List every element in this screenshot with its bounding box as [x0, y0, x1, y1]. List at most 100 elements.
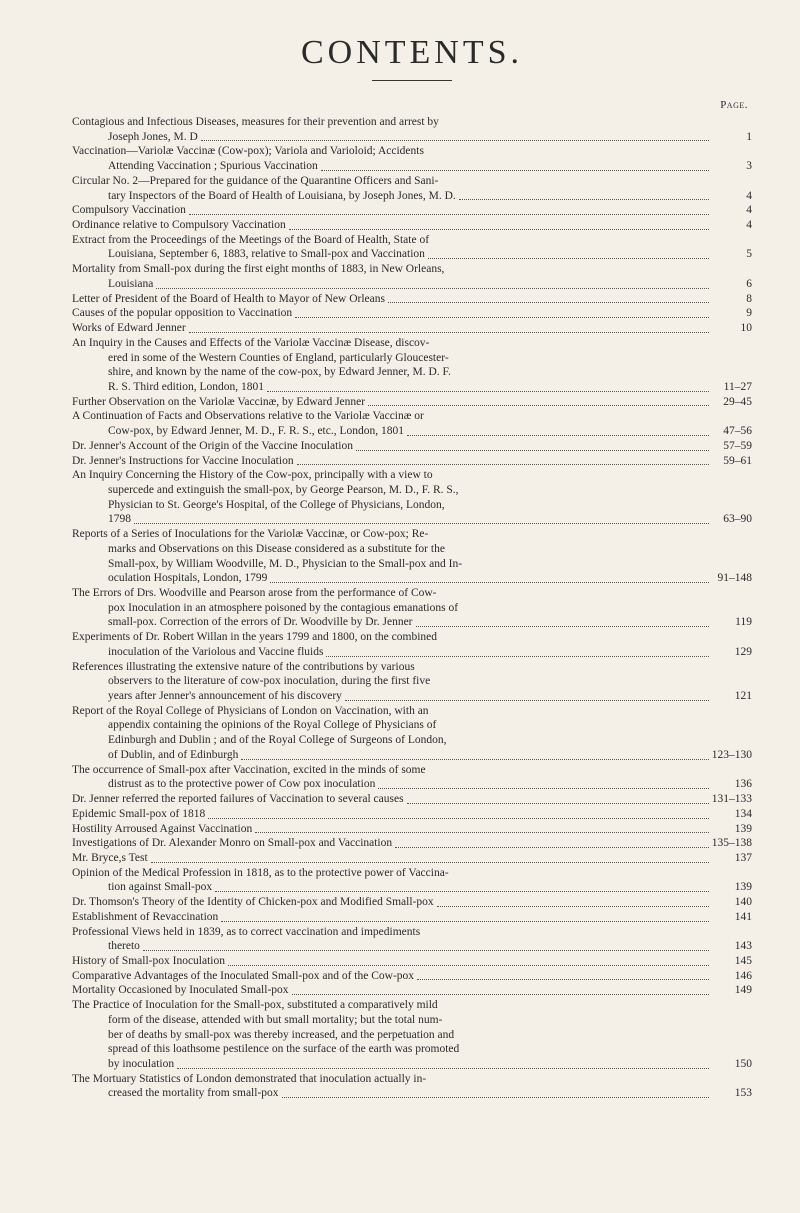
toc-entry-text: An Inquiry in the Causes and Effects of … [72, 336, 429, 351]
toc-entry-line: An Inquiry in the Causes and Effects of … [72, 336, 752, 351]
toc-entry-line: Vaccination—Variolæ Vaccinæ (Cow-pox); V… [72, 144, 752, 159]
toc-entry-text: small-pox. Correction of the errors of D… [72, 615, 413, 630]
dot-leader [177, 1067, 709, 1069]
toc-entry-page: 4 [712, 203, 752, 218]
toc-entry-page: 10 [712, 321, 752, 336]
toc-entry-text: Louisiana [72, 277, 153, 292]
toc-entry-text: Circular No. 2—Prepared for the guidance… [72, 174, 438, 189]
toc-entry-line: Cow-pox, by Edward Jenner, M. D., F. R. … [72, 424, 752, 439]
toc-entry-text: tion against Small-pox [72, 880, 212, 895]
toc-entry-line: form of the disease, attended with but s… [72, 1013, 752, 1028]
toc-entry-text: Works of Edward Jenner [72, 321, 186, 336]
toc-entry-text: years after Jenner's announcement of his… [72, 689, 342, 704]
toc-entry-text: Extract from the Proceedings of the Meet… [72, 233, 429, 248]
dot-leader [189, 213, 709, 215]
dot-leader [143, 949, 709, 951]
toc-entry-text: 1798 [72, 512, 131, 527]
toc-entry-line: Louisiana, September 6, 1883, relative t… [72, 247, 752, 262]
dot-leader [437, 905, 709, 907]
toc-entry-line: Epidemic Small-pox of 1818134 [72, 807, 752, 822]
toc-entry-text: ered in some of the Western Counties of … [72, 351, 449, 366]
toc-entry-line: marks and Observations on this Disease c… [72, 542, 752, 557]
toc-entry-text: shire, and known by the name of the cow-… [72, 365, 451, 380]
toc-entry-line: Contagious and Infectious Diseases, meas… [72, 115, 752, 130]
toc-entry-text: R. S. Third edition, London, 1801 [72, 380, 264, 395]
toc-entry-text: An Inquiry Concerning the History of the… [72, 468, 433, 483]
toc-entry-text: appendix containing the opinions of the … [72, 718, 436, 733]
toc-entry-line: 1798 63–90 [72, 512, 752, 527]
toc-entry-line: Further Observation on the Variolæ Vacci… [72, 395, 752, 410]
toc-entry-line: R. S. Third edition, London, 180111–27 [72, 380, 752, 395]
page-column-header: Page. [72, 99, 752, 111]
dot-leader [407, 434, 709, 436]
toc-entry-text: ber of deaths by small-pox was thereby i… [72, 1028, 454, 1043]
toc-entry-line: of Dublin, and of Edinburgh123–130 [72, 748, 752, 763]
toc-entry-page: 139 [712, 880, 752, 895]
toc-entry-page: 59–61 [712, 454, 752, 469]
toc-entry-page: 63–90 [712, 512, 752, 527]
toc-entry-text: pox Inoculation in an atmosphere poisone… [72, 601, 458, 616]
toc-entry-line: Circular No. 2—Prepared for the guidance… [72, 174, 752, 189]
toc-entry-text: Hostility Arroused Against Vaccination [72, 822, 252, 837]
toc-entry-line: appendix containing the opinions of the … [72, 718, 752, 733]
toc-entry-line: Physician to St. George's Hospital, of t… [72, 498, 752, 513]
dot-leader [297, 463, 709, 465]
dot-leader [417, 978, 709, 980]
toc-entry-text: Compulsory Vaccination [72, 203, 186, 218]
dot-leader [345, 699, 709, 701]
toc-entry-text: of Dublin, and of Edinburgh [72, 748, 238, 763]
toc-entry-text: Letter of President of the Board of Heal… [72, 292, 385, 307]
toc-entry-line: Dr. Jenner's Account of the Origin of th… [72, 439, 752, 454]
toc-entry-text: form of the disease, attended with but s… [72, 1013, 442, 1028]
toc-entry-text: The Errors of Drs. Woodville and Pearson… [72, 586, 437, 601]
toc-entry-line: inoculation of the Variolous and Vaccine… [72, 645, 752, 660]
dot-leader [416, 625, 709, 627]
toc-entry-line: ber of deaths by small-pox was thereby i… [72, 1028, 752, 1043]
toc-entry-line: Edinburgh and Dublin ; and of the Royal … [72, 733, 752, 748]
dot-leader [395, 846, 709, 848]
toc-entry-text: Dr. Jenner referred the reported failure… [72, 792, 404, 807]
toc-entry-line: Mortality from Small-pox during the firs… [72, 262, 752, 277]
dot-leader [459, 198, 709, 200]
toc-entry-line: Extract from the Proceedings of the Meet… [72, 233, 752, 248]
toc-entry-text: Dr. Jenner's Account of the Origin of th… [72, 439, 353, 454]
dot-leader [215, 890, 709, 892]
toc-entry-text: Dr. Thomson's Theory of the Identity of … [72, 895, 434, 910]
dot-leader [407, 802, 709, 804]
toc-entry-page: 146 [712, 969, 752, 984]
toc-entry-line: distrust as to the protective power of C… [72, 777, 752, 792]
toc-entry-page: 139 [712, 822, 752, 837]
toc-entry-text: Report of the Royal College of Physician… [72, 704, 429, 719]
toc-entry-page: 149 [712, 983, 752, 998]
toc-entry-line: thereto143 [72, 939, 752, 954]
toc-entry-page: 4 [712, 189, 752, 204]
dot-leader [241, 758, 708, 760]
toc-entry-line: Dr. Thomson's Theory of the Identity of … [72, 895, 752, 910]
toc-entry-line: The Practice of Inoculation for the Smal… [72, 998, 752, 1013]
toc-entry-page: 29–45 [712, 395, 752, 410]
dot-leader [270, 581, 709, 583]
dot-leader [295, 316, 709, 318]
toc-entry-text: tary Inspectors of the Board of Health o… [72, 189, 456, 204]
toc-entry-page: 57–59 [712, 439, 752, 454]
toc-entry-line: An Inquiry Concerning the History of the… [72, 468, 752, 483]
toc-entry-page: 119 [712, 615, 752, 630]
toc-entry-text: supercede and extinguish the small-pox, … [72, 483, 459, 498]
toc-entry-line: years after Jenner's announcement of his… [72, 689, 752, 704]
toc-entry-page: 150 [712, 1057, 752, 1072]
toc-entry-line: References illustrating the extensive na… [72, 660, 752, 675]
toc-entry-page: 143 [712, 939, 752, 954]
dot-leader [189, 331, 709, 333]
toc-entry-text: Contagious and Infectious Diseases, meas… [72, 115, 439, 130]
toc-entry-line: small-pox. Correction of the errors of D… [72, 615, 752, 630]
toc-entry-line: creased the mortality from small-pox153 [72, 1086, 752, 1101]
dot-leader [151, 861, 709, 863]
toc-entry-line: Mortality Occasioned by Inoculated Small… [72, 983, 752, 998]
toc-entry-text: Opinion of the Medical Profession in 181… [72, 866, 449, 881]
toc-entry-line: Small-pox, by William Woodville, M. D., … [72, 557, 752, 572]
toc-entry-page: 153 [712, 1086, 752, 1101]
toc-entry-page: 131–133 [712, 792, 752, 807]
toc-entry-text: Vaccination—Variolæ Vaccinæ (Cow-pox); V… [72, 144, 424, 159]
toc-entry-page: 6 [712, 277, 752, 292]
toc-entry-text: Physician to St. George's Hospital, of t… [72, 498, 445, 513]
